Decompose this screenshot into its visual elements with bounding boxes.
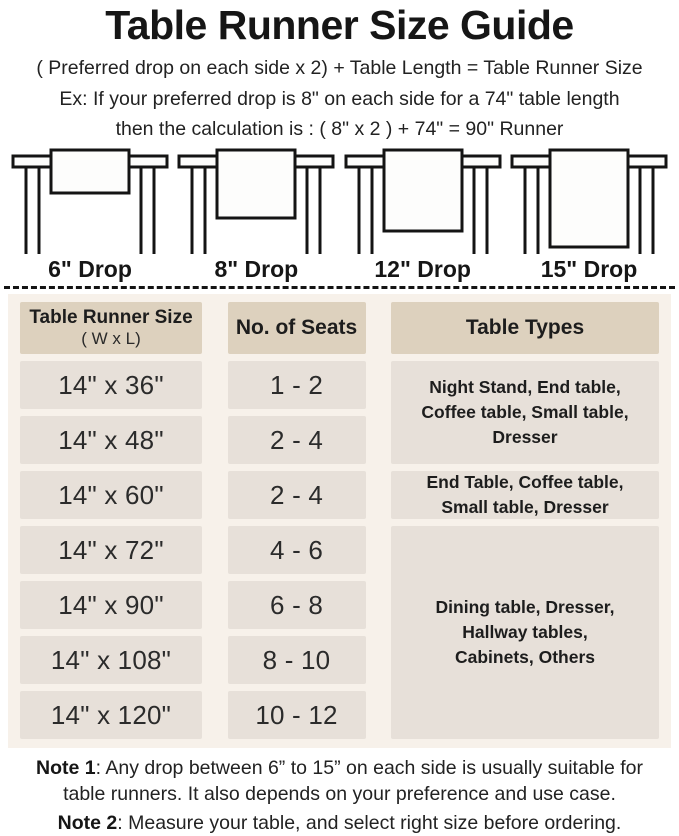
table-leg-left [523, 167, 540, 255]
table-leg-right [472, 167, 489, 255]
size-guide-table-panel: Table Runner Size ( W x L) No. of Seats … [8, 294, 671, 749]
runner-shape [548, 148, 630, 249]
drop-label-8in: 8" Drop [214, 256, 299, 283]
table-leg-left [24, 167, 41, 255]
size-cell: 14" x 72" [20, 526, 202, 575]
seats-column-header: No. of Seats [227, 302, 366, 355]
formula-text: ( Preferred drop on each side x 2) + Tab… [36, 57, 643, 79]
note-1-label: Note 1 [35, 757, 96, 780]
table-leg-left [357, 167, 374, 255]
example-line-1: Ex: If your preferred drop is 8" on each… [59, 88, 620, 111]
runner-shape [382, 148, 464, 233]
size-column-header: Table Runner Size ( W x L) [20, 302, 202, 355]
runner-shape [49, 148, 131, 195]
size-guide-table: Table Runner Size ( W x L) No. of Seats … [20, 302, 659, 740]
notes-section: Note 1: Any drop between 6” to 15” on ea… [0, 756, 679, 836]
note-1: Note 1: Any drop between 6” to 15” on ea… [14, 756, 666, 807]
table-illustration-15in-drop [510, 148, 668, 255]
runner-shape [215, 148, 297, 220]
table-illustration-8in-drop [177, 148, 335, 255]
size-cell: 14" x 36" [20, 361, 202, 410]
size-cell: 14" x 48" [20, 416, 202, 465]
table-illustration-12in-drop [344, 148, 502, 255]
size-cell: 14" x 90" [20, 581, 202, 630]
note-2: Note 2: Measure your table, and select r… [14, 811, 666, 836]
seats-cell: 10 - 12 [227, 691, 366, 740]
table-types-cell: End Table, Coffee table, Small table, Dr… [391, 471, 659, 520]
seats-cell: 2 - 4 [227, 471, 366, 520]
drop-illustrations [0, 146, 679, 255]
table-leg-right [638, 167, 655, 255]
seats-cell: 8 - 10 [227, 636, 366, 685]
note-2-label: Note 2 [57, 811, 118, 834]
drop-label-15in: 15" Drop [540, 256, 638, 283]
size-cell: 14" x 120" [20, 691, 202, 740]
size-cell: 14" x 108" [20, 636, 202, 685]
seats-cell: 1 - 2 [227, 361, 366, 410]
table-types-cell: Night Stand, End table, Coffee table, Sm… [391, 361, 659, 465]
note-1-text: : Any drop between 6” to 15” on each sid… [63, 757, 644, 805]
table-leg-left [190, 167, 207, 255]
example-line-2: then the calculation is : ( 8" x 2 ) + 7… [115, 117, 564, 140]
table-leg-right [305, 167, 322, 255]
drop-label-12in: 12" Drop [374, 256, 471, 283]
note-2-text: : Measure your table, and select right s… [117, 811, 622, 834]
dashed-divider [4, 286, 675, 290]
table-leg-right [139, 167, 156, 255]
size-column-header-subtitle: ( W x L) [81, 328, 141, 348]
drop-label-6in: 6" Drop [48, 256, 132, 283]
page-title: Table Runner Size Guide [105, 2, 574, 48]
size-cell: 14" x 60" [20, 471, 202, 520]
seats-cell: 2 - 4 [227, 416, 366, 465]
types-column-header: Table Types [391, 302, 659, 355]
seats-cell: 6 - 8 [227, 581, 366, 630]
seats-cell: 4 - 6 [227, 526, 366, 575]
table-illustration-6in-drop [11, 148, 169, 255]
size-column-header-title: Table Runner Size [29, 306, 193, 328]
drop-label-row: 6" Drop 8" Drop 12" Drop 15" Drop [0, 256, 679, 283]
table-types-cell: Dining table, Dresser, Hallway tables, C… [391, 526, 659, 740]
